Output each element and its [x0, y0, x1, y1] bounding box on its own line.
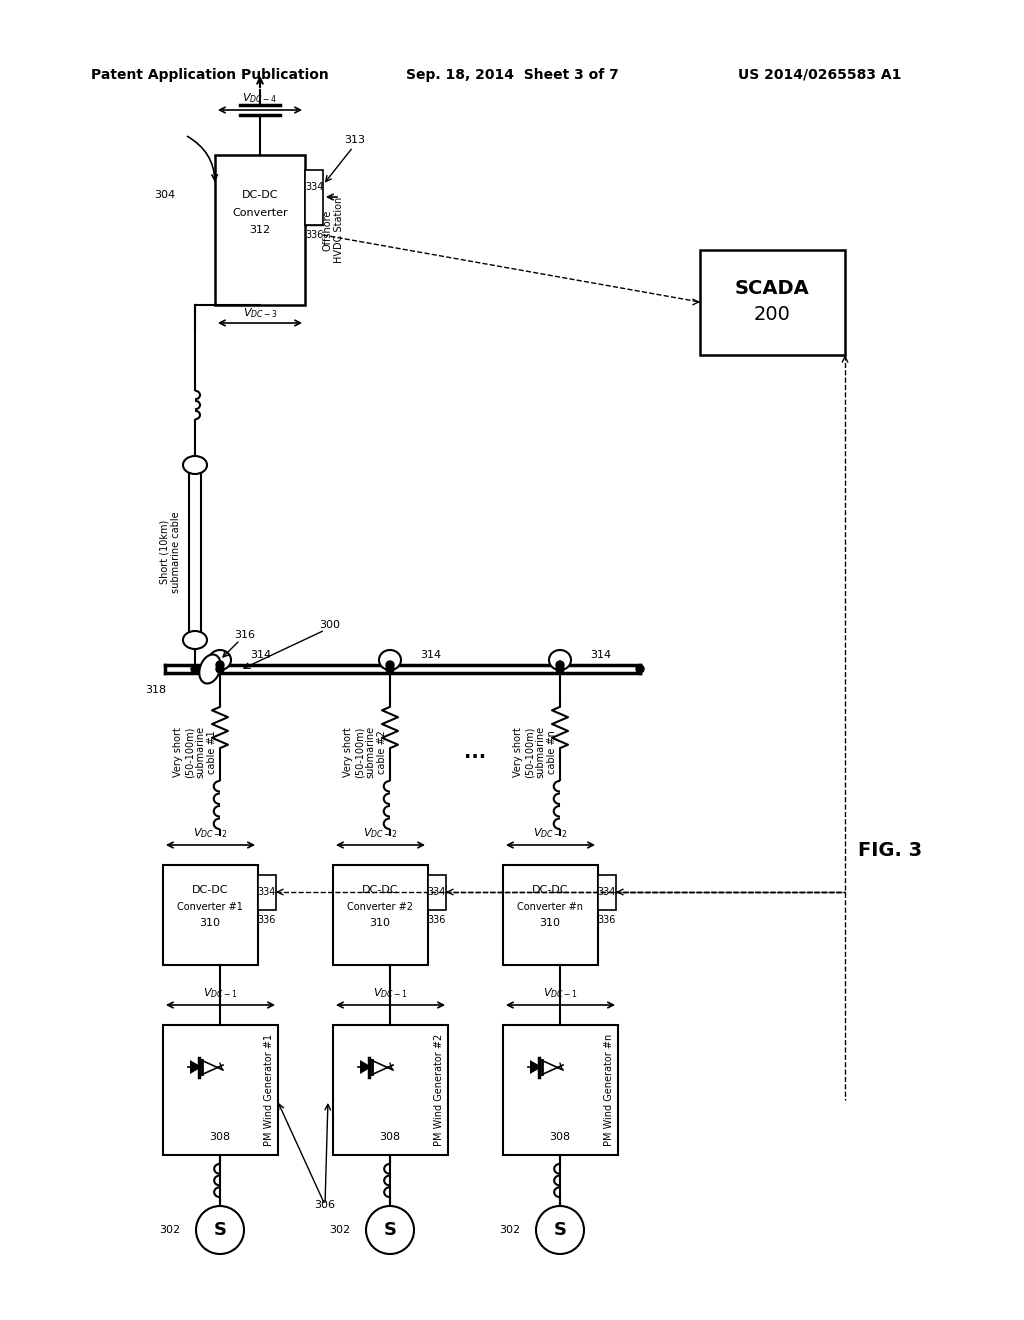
Text: Converter #2: Converter #2: [347, 902, 413, 912]
Bar: [163, 1026, 278, 1155]
Text: 310: 310: [200, 917, 220, 928]
Text: $V_{DC-2}$: $V_{DC-2}$: [362, 826, 397, 840]
Text: 334: 334: [258, 887, 276, 898]
Text: 314: 314: [250, 649, 271, 660]
Text: 308: 308: [550, 1133, 570, 1142]
Text: $V_{DC-1}$: $V_{DC-1}$: [373, 986, 408, 1001]
Circle shape: [386, 661, 394, 669]
Text: DC-DC: DC-DC: [191, 884, 228, 895]
Text: Sep. 18, 2014  Sheet 3 of 7: Sep. 18, 2014 Sheet 3 of 7: [406, 69, 618, 82]
Text: $V_{DC-4}$: $V_{DC-4}$: [243, 91, 278, 104]
Text: 336: 336: [598, 915, 616, 925]
Text: 302: 302: [159, 1225, 180, 1236]
Text: 312: 312: [250, 224, 270, 235]
Bar: [163, 865, 258, 965]
Text: 200: 200: [754, 305, 791, 325]
Text: FIG. 3: FIG. 3: [858, 841, 922, 859]
Text: $V_{DC-3}$: $V_{DC-3}$: [243, 306, 278, 319]
Text: $V_{DC-1}$: $V_{DC-1}$: [543, 986, 578, 1001]
Bar: [333, 1026, 449, 1155]
Polygon shape: [360, 1060, 372, 1074]
Text: 314: 314: [590, 649, 611, 660]
Text: SCADA: SCADA: [734, 279, 809, 297]
Text: 310: 310: [370, 917, 390, 928]
Bar: [258, 875, 276, 909]
Text: S: S: [554, 1221, 566, 1239]
Text: DC-DC: DC-DC: [242, 190, 279, 201]
Circle shape: [366, 1206, 414, 1254]
Text: PM Wind Generator #1: PM Wind Generator #1: [264, 1034, 274, 1146]
Text: 302: 302: [329, 1225, 350, 1236]
Bar: [503, 865, 598, 965]
Text: Converter #1: Converter #1: [177, 902, 243, 912]
Text: 306: 306: [314, 1200, 336, 1210]
Circle shape: [636, 665, 644, 673]
Text: 336: 336: [428, 915, 446, 925]
Text: $V_{DC-2}$: $V_{DC-2}$: [532, 826, 567, 840]
Ellipse shape: [183, 631, 207, 649]
Text: 334: 334: [305, 182, 324, 191]
Bar: [428, 875, 446, 909]
Bar: [215, 154, 305, 305]
Text: Converter: Converter: [232, 209, 288, 218]
Bar: [333, 865, 428, 965]
Text: $V_{DC-2}$: $V_{DC-2}$: [193, 826, 227, 840]
Text: 310: 310: [540, 917, 560, 928]
Ellipse shape: [209, 649, 231, 671]
Circle shape: [556, 665, 564, 673]
Ellipse shape: [379, 649, 401, 671]
Text: 336: 336: [258, 915, 276, 925]
Text: PM Wind Generator #n: PM Wind Generator #n: [604, 1034, 614, 1146]
Circle shape: [536, 1206, 584, 1254]
Text: 316: 316: [234, 630, 256, 640]
Circle shape: [196, 1206, 244, 1254]
Bar: [598, 875, 616, 909]
Text: Short (10km)
submarine cable: Short (10km) submarine cable: [159, 511, 181, 593]
Bar: [700, 249, 845, 355]
Text: 313: 313: [344, 135, 366, 145]
Text: Very short
(50-100m)
submarine
cable #n: Very short (50-100m) submarine cable #n: [513, 726, 557, 777]
Text: Very short
(50-100m)
submarine
cable #2: Very short (50-100m) submarine cable #2: [343, 726, 387, 777]
Text: S: S: [384, 1221, 396, 1239]
Text: US 2014/0265583 A1: US 2014/0265583 A1: [738, 69, 902, 82]
Text: 334: 334: [598, 887, 616, 898]
Bar: [503, 1026, 618, 1155]
Text: Offshore
HVDC Station: Offshore HVDC Station: [323, 197, 344, 263]
Ellipse shape: [549, 649, 571, 671]
Text: 304: 304: [154, 190, 175, 201]
Text: 300: 300: [319, 620, 341, 630]
Text: ...: ...: [464, 742, 486, 762]
Text: PM Wind Generator #2: PM Wind Generator #2: [434, 1034, 444, 1146]
Text: Patent Application Publication: Patent Application Publication: [91, 69, 329, 82]
Text: Converter #n: Converter #n: [517, 902, 583, 912]
Polygon shape: [190, 1060, 202, 1074]
Text: DC-DC: DC-DC: [531, 884, 568, 895]
Ellipse shape: [200, 655, 221, 684]
Text: S: S: [213, 1221, 226, 1239]
Text: 336: 336: [305, 230, 324, 240]
Circle shape: [191, 665, 199, 673]
Text: 314: 314: [420, 649, 441, 660]
Ellipse shape: [183, 455, 207, 474]
Text: 308: 308: [380, 1133, 400, 1142]
Circle shape: [216, 661, 224, 669]
Text: Very short
(50-100m)
submarine
cable #1: Very short (50-100m) submarine cable #1: [173, 726, 217, 777]
Text: $V_{DC-1}$: $V_{DC-1}$: [203, 986, 238, 1001]
Text: 334: 334: [428, 887, 446, 898]
Text: DC-DC: DC-DC: [361, 884, 398, 895]
Text: 302: 302: [499, 1225, 520, 1236]
Circle shape: [386, 665, 394, 673]
Bar: [305, 170, 323, 224]
Text: 318: 318: [145, 685, 166, 696]
Circle shape: [556, 661, 564, 669]
Polygon shape: [530, 1060, 542, 1074]
Circle shape: [216, 665, 224, 673]
Text: 308: 308: [210, 1133, 230, 1142]
